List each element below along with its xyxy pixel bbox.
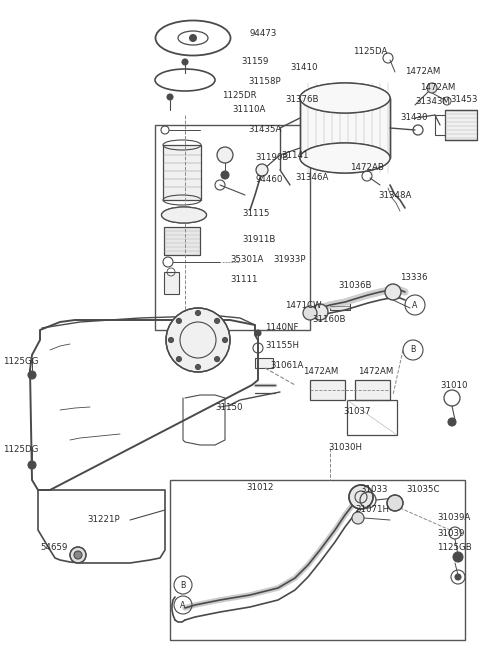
FancyBboxPatch shape (300, 98, 390, 158)
FancyBboxPatch shape (164, 227, 200, 255)
Ellipse shape (300, 83, 390, 113)
Text: 1472AM: 1472AM (405, 67, 440, 77)
Circle shape (195, 364, 201, 369)
Circle shape (177, 356, 181, 362)
Text: 31039: 31039 (437, 529, 464, 538)
FancyBboxPatch shape (355, 380, 390, 400)
Text: 1472AM: 1472AM (303, 367, 338, 377)
Text: B: B (180, 580, 186, 590)
Text: 13336: 13336 (400, 274, 428, 282)
Text: 31071H: 31071H (355, 506, 389, 514)
Circle shape (168, 337, 173, 343)
Text: 1125DR: 1125DR (222, 92, 257, 100)
Circle shape (215, 318, 219, 324)
Circle shape (28, 371, 36, 379)
Text: 31348A: 31348A (378, 191, 411, 200)
Text: 1472AM: 1472AM (420, 83, 456, 92)
Circle shape (215, 356, 219, 362)
Text: B: B (410, 345, 416, 354)
Text: 1125GG: 1125GG (3, 358, 38, 367)
FancyBboxPatch shape (163, 145, 201, 200)
Circle shape (28, 461, 36, 469)
Text: 1471CW: 1471CW (285, 301, 322, 310)
Ellipse shape (161, 207, 206, 223)
Text: 31150: 31150 (215, 403, 242, 413)
Text: 31343M: 31343M (415, 98, 450, 107)
Text: 1472AB: 1472AB (350, 164, 384, 172)
Text: 31190B: 31190B (255, 153, 288, 162)
Circle shape (256, 164, 268, 176)
Text: 54659: 54659 (40, 544, 67, 553)
Text: 31376B: 31376B (285, 96, 319, 105)
Circle shape (352, 512, 364, 524)
Text: 31030H: 31030H (328, 443, 362, 453)
Text: 31155H: 31155H (265, 341, 299, 350)
Text: 31346A: 31346A (295, 174, 328, 183)
Text: 31115: 31115 (242, 208, 269, 217)
Ellipse shape (300, 143, 390, 173)
Text: 31141: 31141 (281, 151, 309, 160)
Text: 94460: 94460 (255, 176, 282, 185)
Text: 31010: 31010 (440, 381, 468, 390)
Circle shape (166, 308, 230, 372)
Text: 1125GB: 1125GB (437, 544, 472, 553)
Circle shape (387, 495, 403, 511)
Circle shape (221, 171, 229, 179)
Text: A: A (180, 601, 186, 610)
Text: 31039A: 31039A (437, 514, 470, 523)
Text: 31160B: 31160B (312, 316, 346, 324)
Text: 31061A: 31061A (270, 360, 303, 369)
Circle shape (385, 284, 401, 300)
Text: 31430: 31430 (400, 113, 428, 122)
FancyBboxPatch shape (330, 302, 350, 310)
Text: 1140NF: 1140NF (265, 324, 299, 333)
Text: 31158P: 31158P (248, 77, 281, 86)
Circle shape (427, 83, 437, 93)
Circle shape (455, 574, 461, 580)
FancyBboxPatch shape (310, 380, 345, 400)
Circle shape (303, 306, 317, 320)
Text: 31933P: 31933P (273, 255, 305, 265)
Circle shape (195, 310, 201, 316)
Text: 31035C: 31035C (406, 485, 440, 495)
Circle shape (189, 34, 197, 42)
Text: A: A (412, 301, 418, 310)
Text: 1472AM: 1472AM (358, 367, 394, 377)
Text: 31453: 31453 (450, 96, 478, 105)
Circle shape (74, 551, 82, 559)
FancyBboxPatch shape (255, 358, 273, 368)
Circle shape (255, 330, 261, 336)
Text: 94473: 94473 (250, 29, 277, 37)
Text: 31435A: 31435A (248, 126, 281, 134)
Text: 1125DA: 1125DA (353, 48, 387, 56)
Text: 31159: 31159 (241, 58, 268, 67)
Text: 31911B: 31911B (242, 236, 276, 244)
Text: 35301A: 35301A (230, 255, 264, 265)
Text: 31012: 31012 (246, 483, 274, 493)
Text: 31111: 31111 (230, 276, 257, 284)
Circle shape (177, 318, 181, 324)
Text: 31110A: 31110A (232, 105, 265, 113)
FancyBboxPatch shape (445, 110, 477, 140)
Circle shape (448, 418, 456, 426)
Circle shape (349, 485, 373, 509)
Text: 31221P: 31221P (87, 515, 120, 525)
Text: 31033: 31033 (360, 485, 387, 495)
Text: 31036B: 31036B (338, 280, 372, 290)
Circle shape (217, 147, 233, 163)
Circle shape (453, 552, 463, 562)
FancyBboxPatch shape (164, 272, 179, 294)
Circle shape (223, 337, 228, 343)
Circle shape (70, 547, 86, 563)
Circle shape (312, 304, 328, 320)
Circle shape (182, 59, 188, 65)
Text: 31410: 31410 (290, 64, 317, 73)
Text: 31037: 31037 (343, 407, 371, 417)
Text: 1125DG: 1125DG (3, 445, 38, 455)
Circle shape (167, 94, 173, 100)
